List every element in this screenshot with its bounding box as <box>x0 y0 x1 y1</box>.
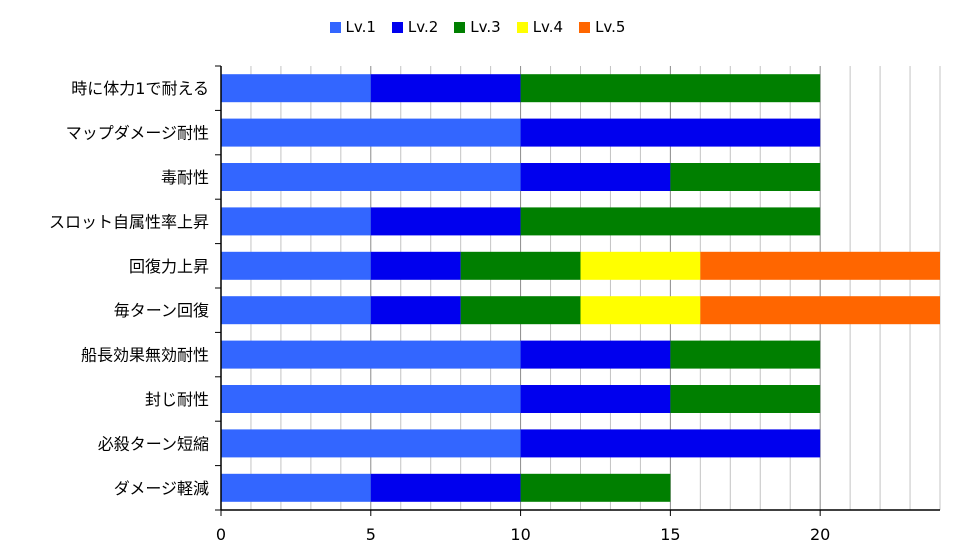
bar-segment <box>670 340 821 369</box>
bar-segment <box>580 296 701 325</box>
bar-segment <box>670 163 821 191</box>
bar-segment <box>221 473 371 502</box>
bar-segment <box>221 385 521 413</box>
bar-segment <box>370 473 521 502</box>
bar-segment <box>370 207 521 236</box>
x-tick-label: 15 <box>660 525 680 544</box>
bar-segment <box>221 296 371 325</box>
bar-segment <box>520 74 821 103</box>
legend-swatch <box>329 21 341 33</box>
x-tick-label: 10 <box>510 525 530 544</box>
x-tick-label: 0 <box>216 525 226 544</box>
category-label: 封じ耐性 <box>145 390 209 409</box>
bar-segment <box>221 207 371 236</box>
legend-label: Lv.1 <box>345 18 376 36</box>
x-tick-label: 5 <box>366 525 376 544</box>
category-label: 時に体力1で耐える <box>71 79 209 98</box>
bar-segment <box>670 385 821 413</box>
category-label: 毎ターン回復 <box>114 301 209 320</box>
bar-segment <box>370 74 521 103</box>
legend-item: Lv.1 <box>329 18 376 36</box>
bar-segment <box>700 251 940 280</box>
bar-segment <box>520 385 671 413</box>
category-label: 必殺ターン短縮 <box>98 434 209 453</box>
category-label: スロット自属性率上昇 <box>49 212 209 231</box>
legend-item: Lv.4 <box>516 18 564 36</box>
legend-swatch <box>516 21 528 33</box>
legend-label: Lv.4 <box>532 18 564 36</box>
bar-segment <box>221 251 371 280</box>
bar-segment <box>520 163 671 191</box>
chart-legend: Lv.1 Lv.2 Lv.3 Lv.4 Lv.5 <box>0 15 955 39</box>
bar-segment <box>221 163 521 191</box>
bar-segment <box>460 296 581 325</box>
legend-label: Lv.3 <box>470 18 501 36</box>
legend-swatch <box>579 21 591 33</box>
legend-label: Lv.2 <box>407 18 439 36</box>
category-label: 毒耐性 <box>161 168 209 187</box>
legend-swatch <box>391 21 403 33</box>
bar-segment <box>520 473 671 502</box>
legend-item: Lv.3 <box>454 18 501 36</box>
bar-segment <box>370 251 461 280</box>
legend-label: Lv.5 <box>595 18 626 36</box>
bar-segment <box>221 429 521 458</box>
category-label: マップダメージ耐性 <box>66 124 209 143</box>
bar-segment <box>221 118 521 147</box>
bar-segment <box>520 429 821 458</box>
bar-segment <box>520 207 821 236</box>
category-label: ダメージ軽減 <box>114 479 209 498</box>
bar-segment <box>460 251 581 280</box>
x-tick-label: 20 <box>810 525 830 544</box>
category-label: 回復力上昇 <box>129 257 209 276</box>
bar-segment <box>370 296 461 325</box>
bar-segment <box>520 340 671 369</box>
bar-segment <box>520 118 821 147</box>
category-label: 船長効果無効耐性 <box>81 346 209 365</box>
legend-item: Lv.2 <box>391 18 439 36</box>
bar-segment <box>221 74 371 103</box>
legend-swatch <box>454 21 466 33</box>
legend-item: Lv.5 <box>579 18 625 36</box>
bar-segment <box>580 251 701 280</box>
bar-segment <box>700 296 940 325</box>
bar-segment <box>221 340 521 369</box>
